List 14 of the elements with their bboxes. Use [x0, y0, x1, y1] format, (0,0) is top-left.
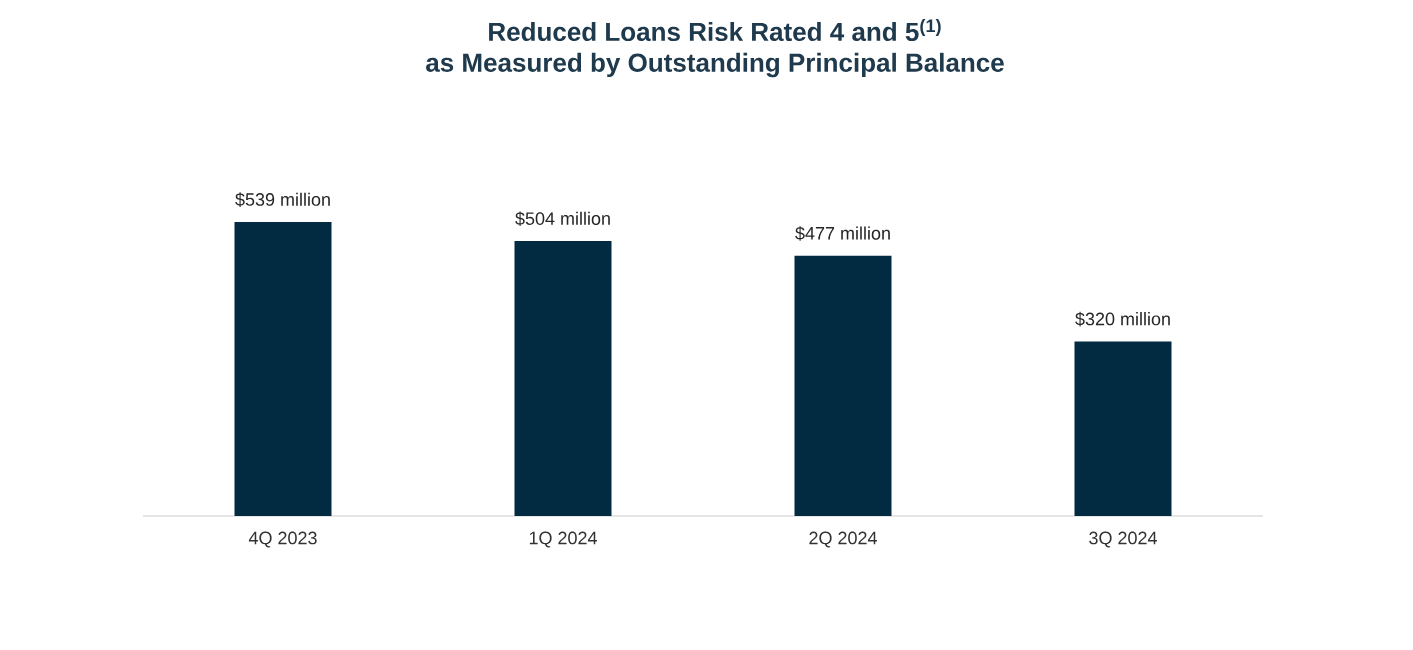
x-tick-label: 3Q 2024 [1089, 531, 1157, 548]
data-label: $320 million [1075, 311, 1170, 327]
x-tick-label: 2Q 2024 [809, 531, 877, 548]
x-tick-label: 4Q 2023 [248, 531, 317, 548]
bar [1074, 341, 1172, 516]
bar [514, 241, 612, 516]
bar [794, 255, 892, 516]
bar [234, 221, 332, 516]
chart-title: Reduced Loans Risk Rated 4 and 5$^{(1)}$ [489, 18, 941, 42]
data-label: $477 million [795, 226, 890, 241]
x-tick-label: 1Q 2024 [529, 531, 597, 548]
chart-subtitle: as Measured by Outstanding Principal Balance [426, 52, 1004, 78]
data-label: $504 million [515, 211, 610, 227]
data-label: $539 million [235, 192, 330, 207]
